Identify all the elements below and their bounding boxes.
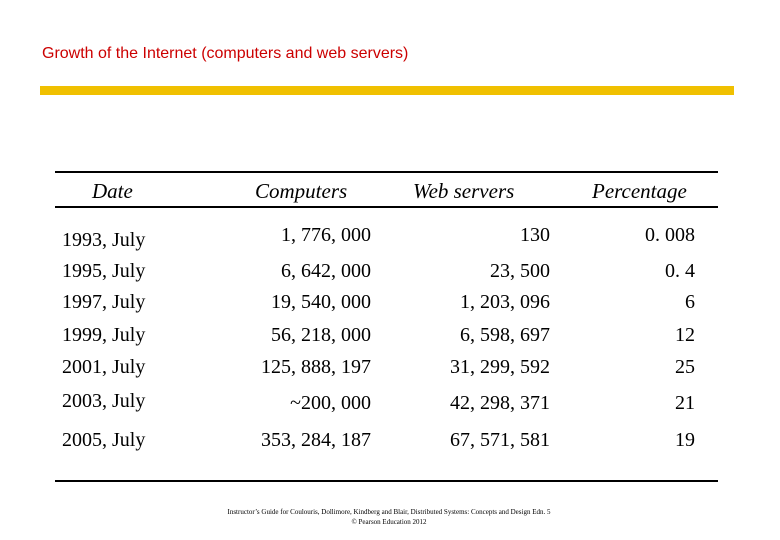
row-2005-web-servers: 67, 571, 581	[450, 429, 550, 451]
row-2001-percentage: 25	[675, 356, 695, 378]
row-2001-date: 2001, July	[62, 356, 146, 378]
row-1999-percentage: 12	[675, 324, 695, 346]
footer-citation: Instructor’s Guide for Coulouris, Dollim…	[227, 508, 551, 516]
table-bottom-rule	[55, 480, 718, 482]
row-1993-computers: 1, 776, 000	[281, 224, 371, 246]
row-1999-computers: 56, 218, 000	[271, 324, 371, 346]
row-1995-computers: 6, 642, 000	[281, 260, 371, 282]
row-2003-percentage: 21	[675, 392, 695, 414]
row-1997-percentage: 6	[685, 291, 695, 313]
row-2005-percentage: 19	[675, 429, 695, 451]
row-1995-date: 1995, July	[62, 260, 146, 282]
row-1995-percentage: 0. 4	[665, 260, 695, 282]
header-web-servers: Web servers	[413, 179, 515, 203]
slide-title: Growth of the Internet (computers and we…	[42, 45, 409, 62]
row-2005-computers: 353, 284, 187	[261, 429, 371, 451]
row-2001-computers: 125, 888, 197	[261, 356, 371, 378]
row-1997-web-servers: 1, 203, 096	[460, 291, 550, 313]
footer-copyright: © Pearson Education 2012	[351, 518, 427, 526]
row-1993-web-servers: 130	[520, 224, 550, 246]
row-1997-computers: 19, 540, 000	[271, 291, 371, 313]
row-1993-date: 1993, July	[62, 229, 146, 251]
table-header-rule	[55, 206, 718, 208]
row-2003-computers: ~200, 000	[290, 392, 371, 414]
row-2003-date: 2003, July	[62, 390, 146, 412]
row-2001-web-servers: 31, 299, 592	[450, 356, 550, 378]
table-top-rule	[55, 171, 718, 173]
header-percentage: Percentage	[592, 179, 687, 203]
row-1995-web-servers: 23, 500	[490, 260, 550, 282]
row-1999-web-servers: 6, 598, 697	[460, 324, 550, 346]
header-date: Date	[92, 179, 133, 203]
row-2005-date: 2005, July	[62, 429, 146, 451]
row-1997-date: 1997, July	[62, 291, 146, 313]
header-computers: Computers	[255, 179, 348, 203]
title-accent-bar	[40, 86, 734, 95]
row-2003-web-servers: 42, 298, 371	[450, 392, 550, 414]
row-1999-date: 1999, July	[62, 324, 146, 346]
row-1993-percentage: 0. 008	[645, 224, 695, 246]
